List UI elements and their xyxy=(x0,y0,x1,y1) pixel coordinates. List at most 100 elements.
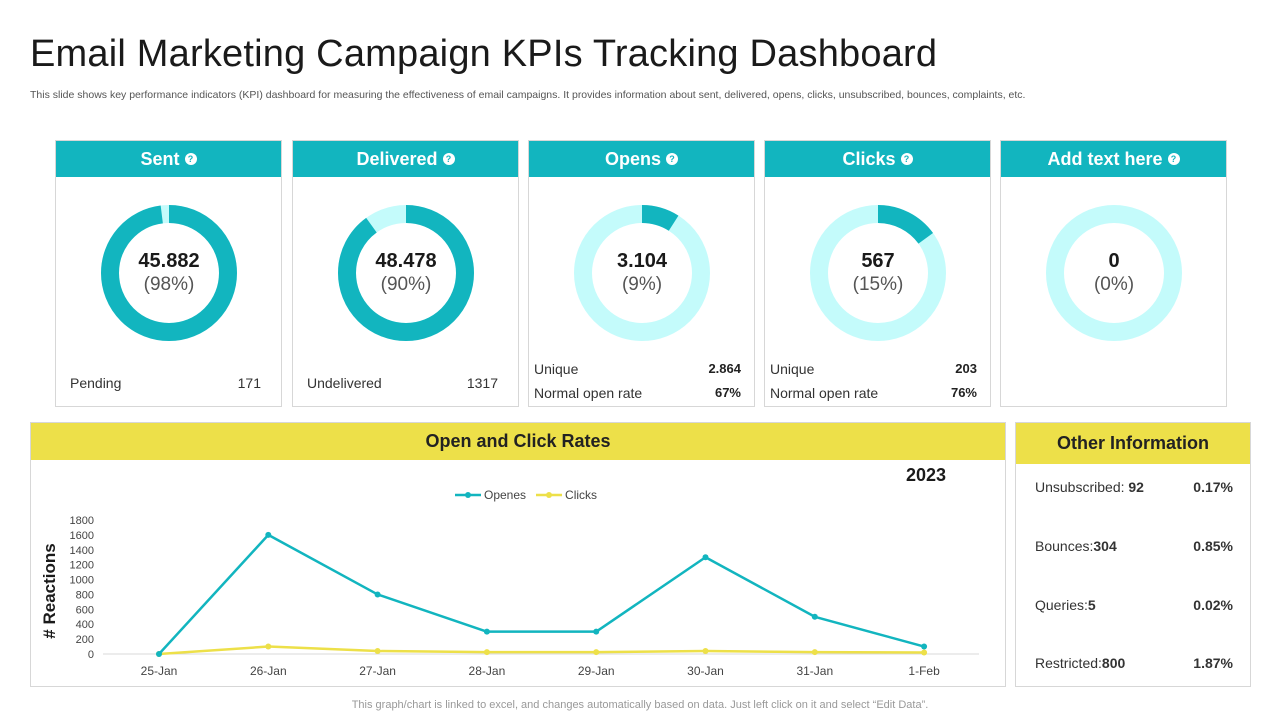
kpi-percent: (90%) xyxy=(380,274,432,295)
legend-swatch xyxy=(536,492,563,498)
kpi-value: 3.104 xyxy=(616,250,668,272)
open-click-chart-panel[interactable]: Open and Click Rates 2023 Openes Clicks 0… xyxy=(30,422,1006,687)
data-point xyxy=(702,554,709,561)
kpi-card-2: Opens? 3.104 (9%) Unique 2.864 Normal open ra… xyxy=(528,140,755,407)
kpi-label: Delivered xyxy=(356,148,438,169)
donut-fill xyxy=(810,205,946,341)
page-subtitle: This slide shows key performance indicat… xyxy=(30,89,1026,101)
y-tick-label: 1600 xyxy=(70,530,94,542)
x-tick-label: 27-Jan xyxy=(359,664,396,678)
other-info-label: Bounces: xyxy=(1035,538,1094,554)
kpi-donut: 0 (0%) xyxy=(1044,203,1184,343)
donut-track xyxy=(1046,205,1182,341)
other-info-percent: 0.02% xyxy=(1193,597,1233,613)
kpi-stat-value: 1317 xyxy=(466,375,498,391)
kpi-value: 45.882 xyxy=(138,250,200,272)
x-tick-label: 30-Jan xyxy=(687,664,724,678)
data-point xyxy=(921,649,928,656)
other-info-value: 92 xyxy=(1128,479,1144,495)
other-info-row: Queries:5 0.02% xyxy=(1035,597,1233,613)
other-info-label: Unsubscribed: xyxy=(1035,479,1129,495)
other-info-value: 800 xyxy=(1101,655,1126,671)
line-chart: 0 200 400 600 800 1000 1200 1400 1600 1800 # React… xyxy=(40,515,979,678)
kpi-label: Sent xyxy=(140,148,180,169)
kpi-label: Opens xyxy=(604,148,661,169)
chart-panel-title: Open and Click Rates xyxy=(31,423,1005,460)
legend-item: Openes xyxy=(455,488,526,502)
kpi-label: Clicks xyxy=(842,148,896,169)
x-tick-label: 28-Jan xyxy=(469,664,506,678)
y-tick-label: 1800 xyxy=(70,515,94,527)
data-point xyxy=(483,649,490,656)
y-tick-label: 400 xyxy=(76,619,94,631)
kpi-card-title: Sent? xyxy=(56,141,281,177)
kpi-stat-label: Undelivered xyxy=(307,375,382,391)
kpi-card-title: Delivered? xyxy=(293,141,518,177)
help-icon[interactable]: ? xyxy=(900,153,913,165)
page-title: Email Marketing Campaign KPIs Tracking D… xyxy=(30,33,938,75)
x-tick-label: 25-Jan xyxy=(141,664,178,678)
other-info-value: 5 xyxy=(1087,597,1096,613)
help-icon[interactable]: ? xyxy=(1167,153,1180,165)
series-line-clicks xyxy=(158,645,925,656)
kpi-stat-label: Unique xyxy=(770,361,815,377)
kpi-stat-row: Normal open rate 76% xyxy=(765,385,990,401)
kpi-card-title: Opens? xyxy=(529,141,754,177)
data-point xyxy=(593,628,600,635)
help-icon[interactable]: ? xyxy=(442,153,455,165)
footer-note: This graph/chart is linked to excel, and… xyxy=(351,699,929,711)
x-tick-label: 1-Feb xyxy=(908,664,940,678)
kpi-card-title: Clicks? xyxy=(765,141,990,177)
other-info-row: Bounces:304 0.85% xyxy=(1035,538,1233,554)
data-point xyxy=(374,591,381,598)
kpi-percent: (9%) xyxy=(621,274,663,295)
other-info-row: Unsubscribed: 92 0.17% xyxy=(1035,479,1233,495)
legend-swatch xyxy=(455,492,481,498)
kpi-percent: (98%) xyxy=(143,274,195,295)
kpi-stat-label: Unique xyxy=(534,361,579,377)
x-tick-label: 26-Jan xyxy=(250,664,287,678)
data-point xyxy=(374,648,381,655)
kpi-stat-value: 2.864 xyxy=(708,361,741,376)
data-point xyxy=(811,649,818,656)
other-info-percent: 1.87% xyxy=(1193,655,1233,671)
y-tick-label: 0 xyxy=(88,649,94,661)
help-icon[interactable]: ? xyxy=(666,153,678,165)
kpi-stat-label: Normal open rate xyxy=(770,385,879,401)
x-tick-label: 31-Jan xyxy=(796,664,833,678)
chart-legend: Openes Clicks xyxy=(455,488,597,502)
data-point xyxy=(156,651,162,657)
donut-fill xyxy=(338,205,474,341)
kpi-card-4: Add text here? 0 (0%) xyxy=(1000,140,1227,407)
kpi-card-3: Clicks? 567 (15%) Unique 203 Normal open rate… xyxy=(764,140,991,407)
kpi-stat-value: 67% xyxy=(714,385,741,400)
kpi-value: 0 xyxy=(1108,250,1120,272)
kpi-percent: (0%) xyxy=(1093,274,1135,295)
y-tick-label: 800 xyxy=(76,589,94,601)
other-info-label: Restricted: xyxy=(1035,655,1102,671)
other-info-row: Restricted:800 1.87% xyxy=(1035,655,1233,671)
y-tick-label: 1200 xyxy=(70,560,94,572)
kpi-stat-value: 171 xyxy=(237,375,261,391)
x-tick-label: 29-Jan xyxy=(578,664,615,678)
kpi-donut: 567 (15%) xyxy=(808,203,948,343)
data-point xyxy=(265,643,272,650)
legend-label: Clicks xyxy=(565,488,598,502)
help-icon[interactable]: ? xyxy=(184,153,197,165)
donut-fill xyxy=(574,205,710,341)
data-point xyxy=(811,613,818,620)
donut-fill xyxy=(101,205,237,341)
legend-label: Openes xyxy=(484,488,527,502)
kpi-donut: 45.882 (98%) xyxy=(99,203,239,343)
kpi-card-1: Delivered? 48.478 (90%) Undelivered 1317 xyxy=(292,140,519,407)
y-tick-label: 600 xyxy=(76,604,94,616)
kpi-stat-label: Normal open rate xyxy=(534,385,643,401)
kpi-stat-row: Unique 2.864 xyxy=(529,361,754,377)
other-info-label: Queries: xyxy=(1035,597,1088,613)
other-info-title: Other Information xyxy=(1016,423,1250,464)
kpi-percent: (15%) xyxy=(852,274,904,295)
kpi-value: 567 xyxy=(861,250,895,272)
data-point xyxy=(483,628,490,635)
kpi-stat-value: 203 xyxy=(955,361,977,376)
kpi-donut: 3.104 (9%) xyxy=(572,203,712,343)
